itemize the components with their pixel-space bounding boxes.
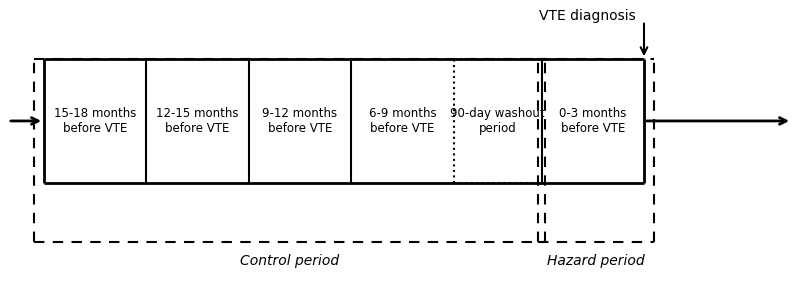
Text: VTE diagnosis: VTE diagnosis [539,9,636,23]
Text: 0-3 months
before VTE: 0-3 months before VTE [559,107,626,135]
Text: Control period: Control period [240,254,339,268]
Text: 90-day washout
period: 90-day washout period [450,107,545,135]
Text: 12-15 months
before VTE: 12-15 months before VTE [156,107,239,135]
Text: 15-18 months
before VTE: 15-18 months before VTE [54,107,136,135]
Text: 6-9 months
before VTE: 6-9 months before VTE [369,107,436,135]
Text: Hazard period: Hazard period [547,254,645,268]
Text: 9-12 months
before VTE: 9-12 months before VTE [262,107,338,135]
